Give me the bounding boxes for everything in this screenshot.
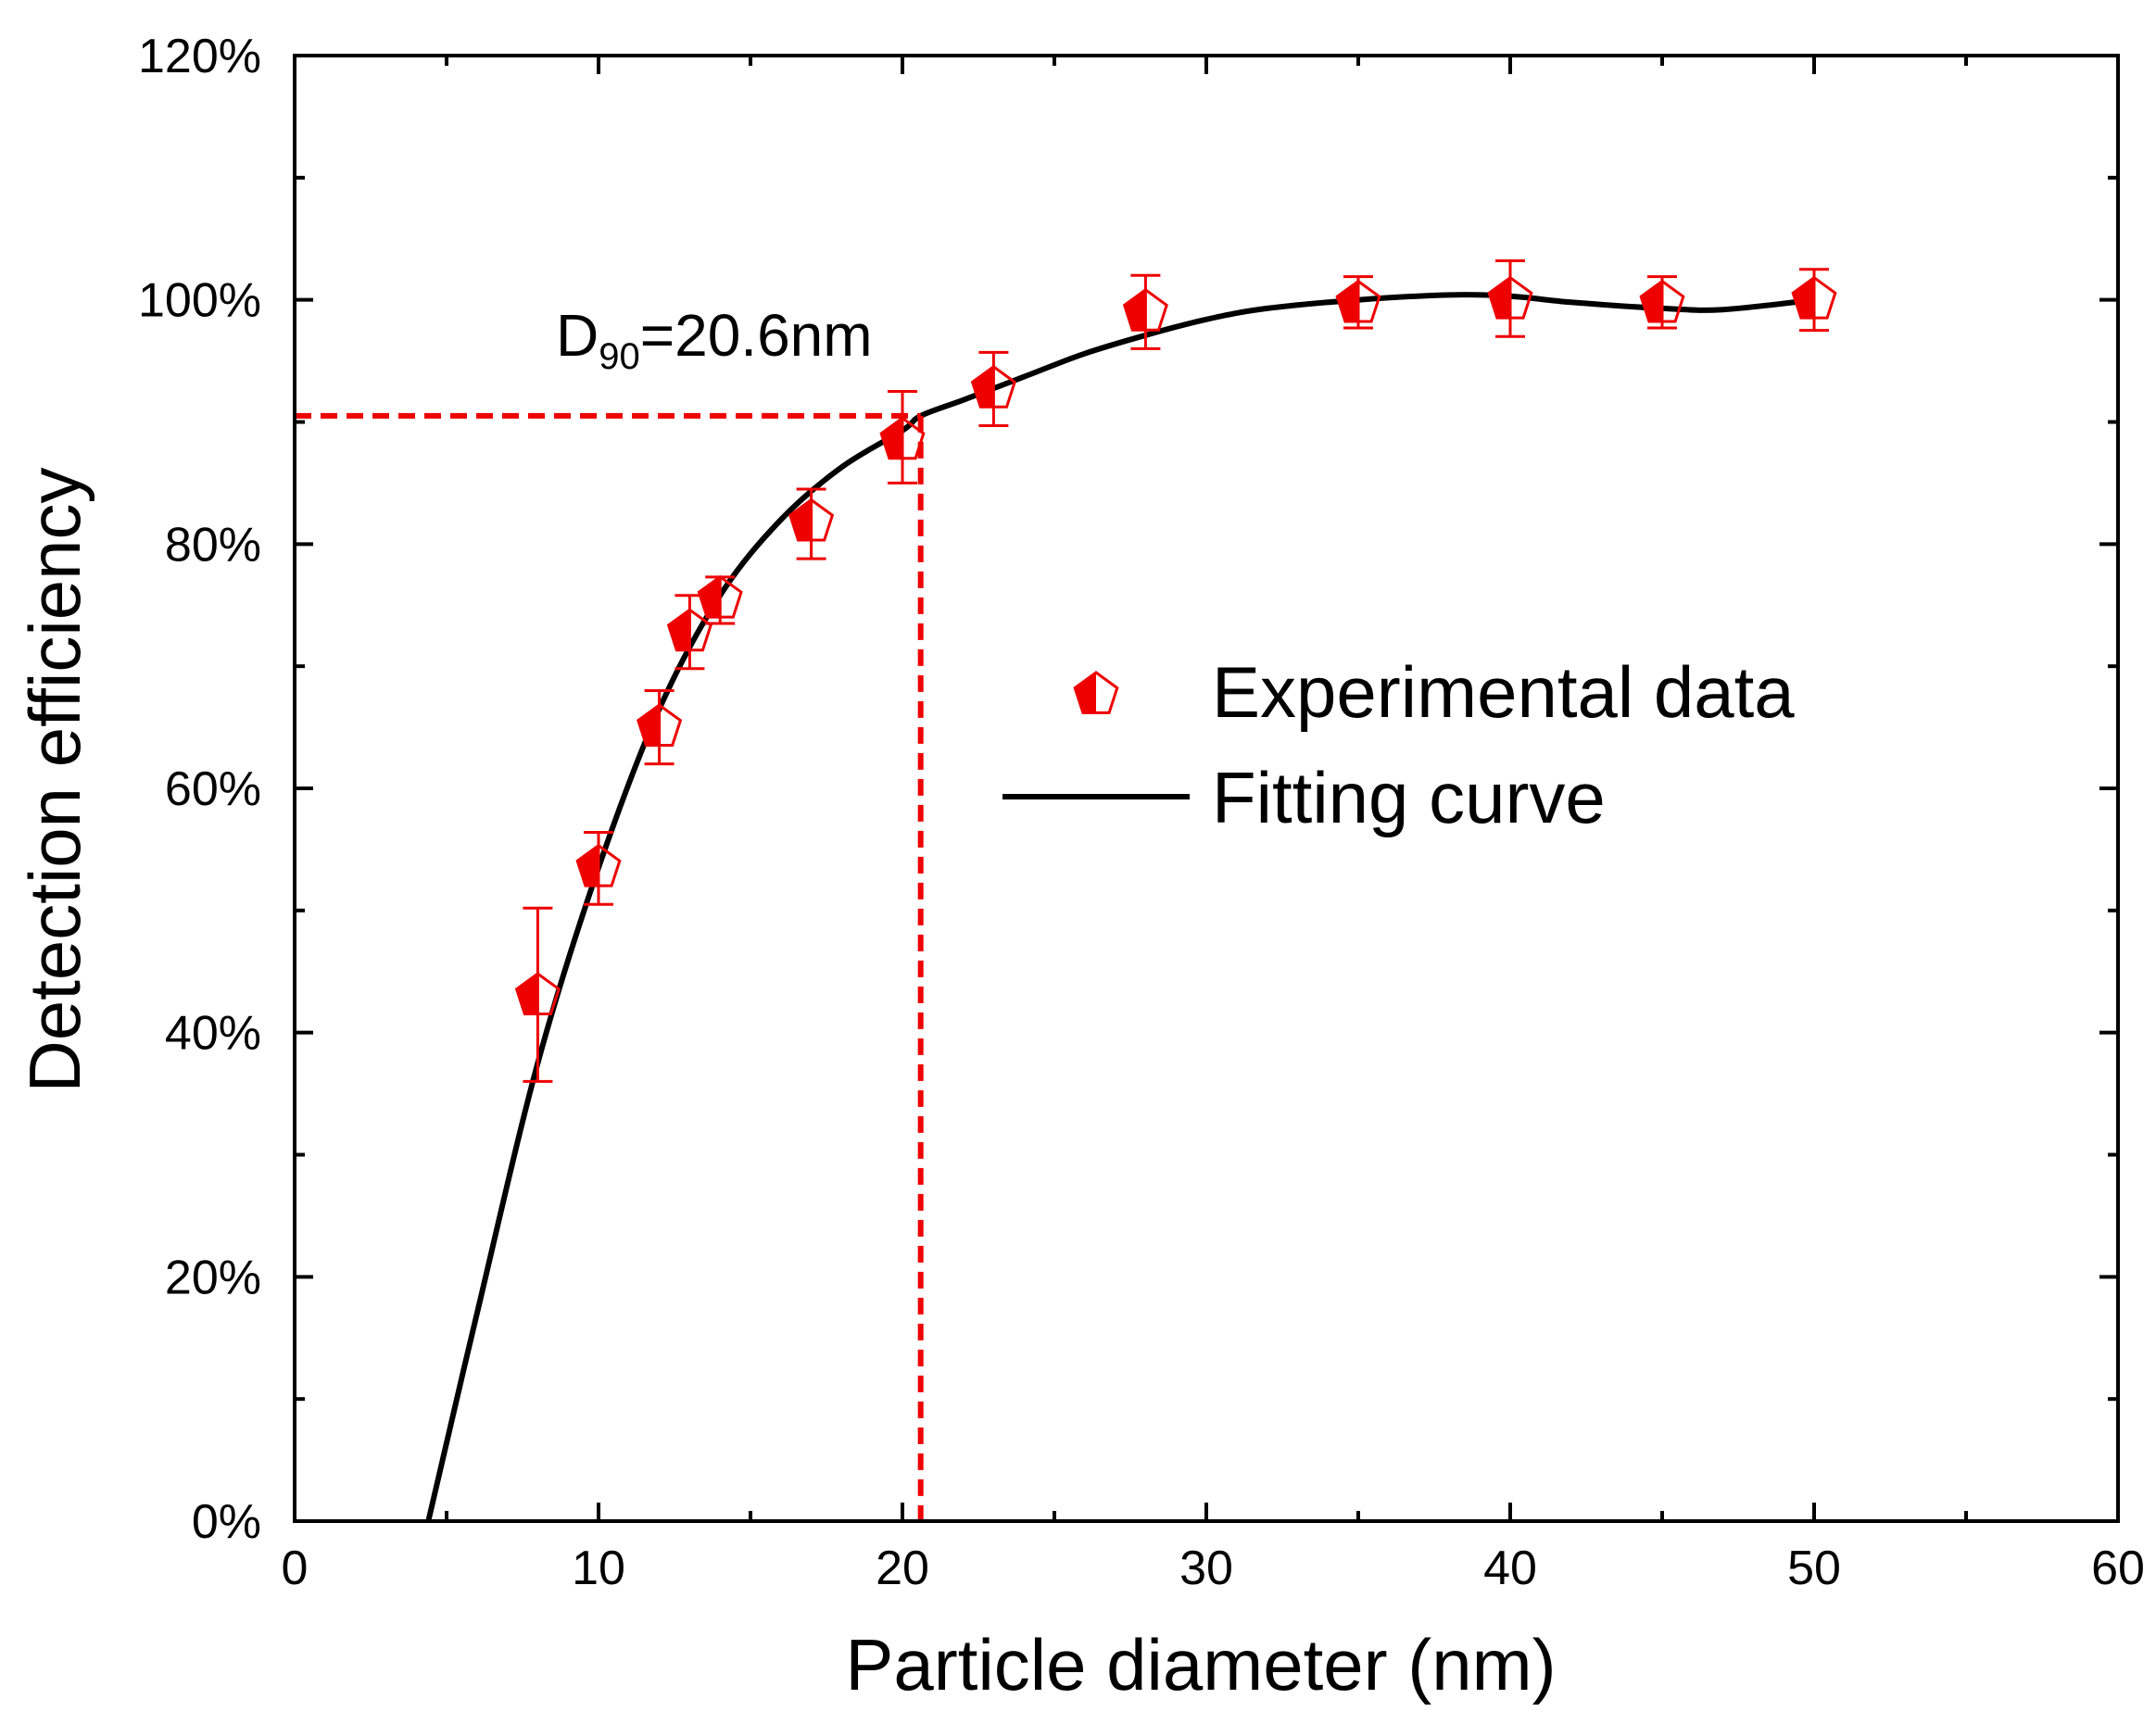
x-tick-label: 0 — [282, 1542, 309, 1595]
x-tick-label: 50 — [1787, 1542, 1841, 1595]
y-tick-label: 80% — [165, 518, 261, 572]
d90-subscript: 90 — [599, 336, 640, 377]
plot-frame — [293, 54, 2120, 1523]
data-point — [1335, 279, 1381, 323]
data-point — [879, 416, 926, 460]
y-tick-label: 40% — [165, 1007, 261, 1061]
y-tick-label: 0% — [192, 1495, 261, 1549]
y-tick-label: 20% — [165, 1251, 261, 1304]
data-point — [1487, 275, 1533, 320]
data-point — [1791, 275, 1837, 320]
d90-annotation: D90=20.6nm — [556, 302, 873, 377]
guide-layer — [295, 412, 924, 1521]
y-tick-label: 120% — [138, 30, 261, 83]
x-axis-title: Particle diameter (nm) — [845, 1624, 1556, 1705]
data-point — [575, 843, 622, 887]
tick-layer — [293, 54, 2120, 1523]
legend-label-fitting: Fitting curve — [1212, 757, 1606, 838]
label-layer: 0 10 20 30 40 50 60 0% 20% 40% 60% 80% 100% 120% — [138, 30, 2145, 1595]
d90-suffix: =20.6nm — [640, 302, 873, 369]
data-point — [970, 365, 1016, 409]
x-tick-label: 40 — [1483, 1542, 1537, 1595]
data-point — [637, 703, 683, 747]
data-point — [514, 972, 561, 1015]
data-point — [1122, 287, 1168, 332]
y-tick-label: 100% — [138, 274, 261, 328]
x-tick-label: 10 — [572, 1542, 625, 1595]
marker-layer — [514, 258, 1837, 1083]
data-point — [788, 497, 835, 542]
x-tick-label: 20 — [876, 1542, 929, 1595]
legend-pentagon-icon — [1073, 671, 1119, 714]
fit-layer — [425, 292, 1815, 1522]
data-point — [1639, 279, 1685, 323]
y-axis-title: Detection efficiency — [14, 468, 95, 1093]
y-tick-label: 60% — [165, 762, 261, 816]
data-point — [697, 574, 743, 619]
legend-label-experimental: Experimental data — [1212, 651, 1795, 733]
d90-prefix: D — [556, 302, 599, 369]
x-tick-label: 60 — [2091, 1542, 2145, 1595]
fitting-curve — [425, 292, 1815, 1522]
legend: Experimental data Fitting curve — [1002, 651, 1795, 838]
x-tick-label: 30 — [1179, 1542, 1233, 1595]
legend-marker-experimental — [1073, 671, 1119, 714]
